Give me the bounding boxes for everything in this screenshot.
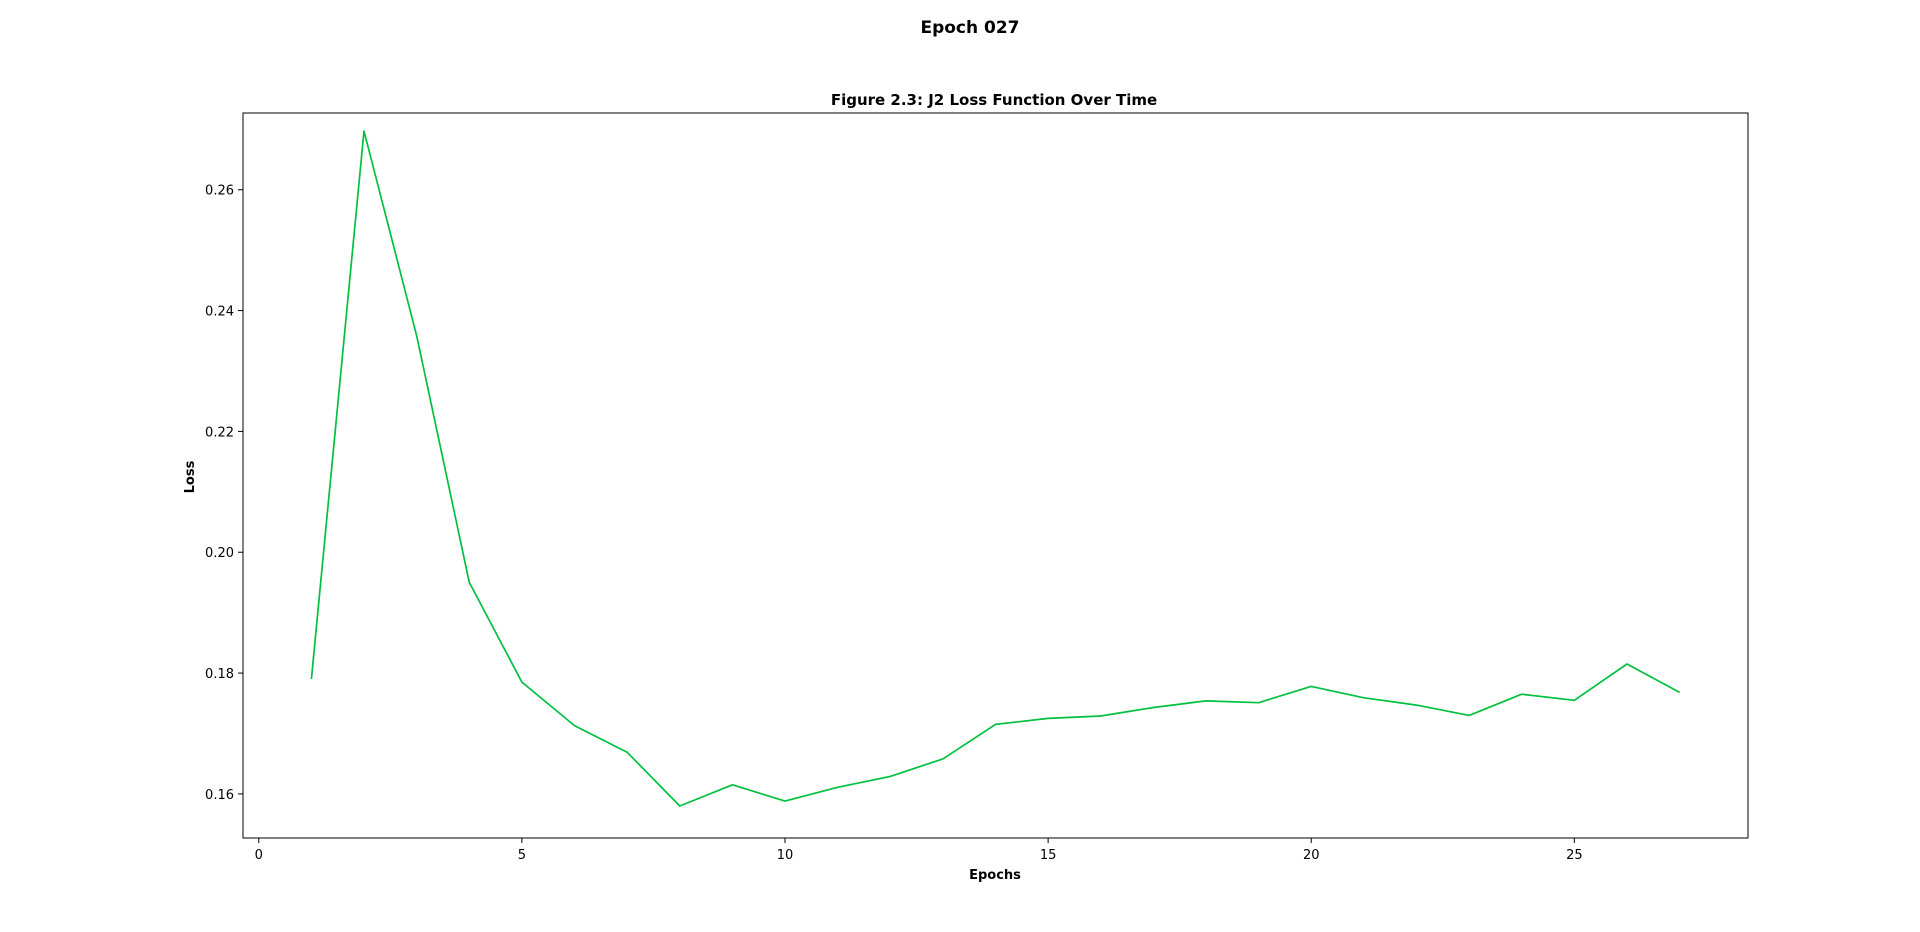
y-axis-label: Loss — [183, 460, 198, 493]
plot-frame — [242, 112, 1749, 839]
x-tick-label: 15 — [1040, 848, 1057, 863]
x-tick-label: 20 — [1303, 848, 1320, 863]
x-tick-label: 10 — [777, 848, 794, 863]
y-tick-label: 0.16 — [205, 788, 234, 803]
x-tick-label: 25 — [1566, 848, 1583, 863]
x-axis-label: Epochs — [969, 868, 1021, 883]
series-layer — [310, 130, 1681, 807]
x-tick-label: 5 — [518, 848, 526, 863]
y-tick-label: 0.22 — [205, 425, 234, 440]
chart-title: Figure 2.3: J2 Loss Function Over Time — [831, 91, 1157, 109]
x-tick-label: 0 — [255, 848, 263, 863]
y-tick-label: 0.24 — [205, 305, 234, 320]
figure-suptitle: Epoch 027 — [920, 18, 1019, 38]
y-tick-label: 0.20 — [205, 546, 234, 561]
loss-series-line — [310, 130, 1681, 807]
y-tick-label: 0.26 — [205, 184, 234, 199]
y-tick-label: 0.18 — [205, 667, 234, 682]
axis-ticks: 0 5 10 15 20 25 0.16 0.18 0.20 0.22 0.24 0.26 — [205, 184, 1583, 863]
